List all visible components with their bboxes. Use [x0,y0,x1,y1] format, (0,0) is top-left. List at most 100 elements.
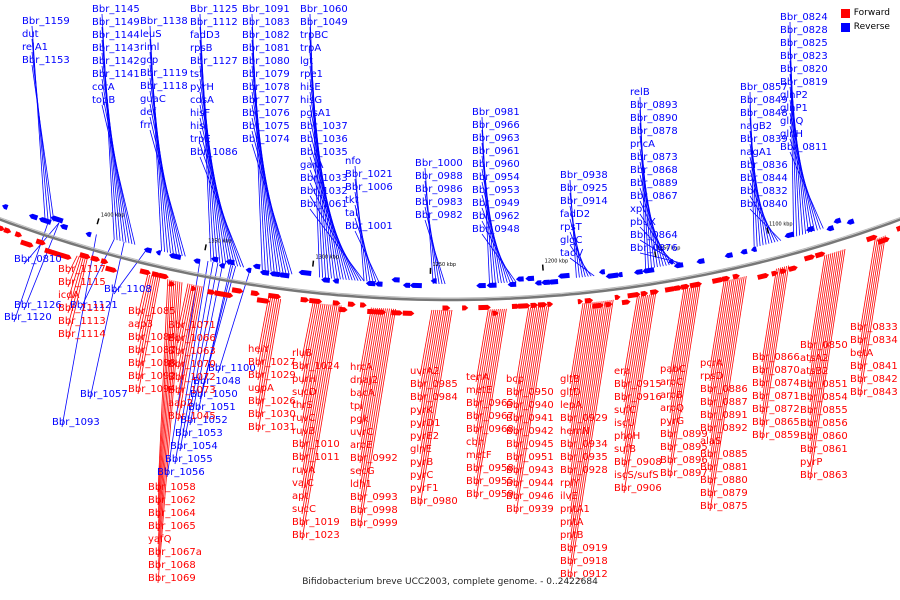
label-connector [569,300,610,554]
forward-gene-label: ruvA [292,465,315,476]
label-connector [419,309,433,377]
forward-gene-label: aroC [660,377,683,388]
legend-reverse-label: Reverse [853,22,890,32]
forward-gene-arrow [649,289,659,296]
label-connector [669,286,697,453]
reverse-gene-label: glnP1 [780,103,808,114]
label-connector [137,276,157,369]
label-connector [419,309,439,416]
reverse-gene-label: Bbr_0867 [630,191,678,202]
scale-tick-label: 1200 kbp [545,259,569,265]
label-connector [569,301,600,489]
label-connector [623,294,654,481]
scale-tick-label: 1250 kbp [432,262,456,268]
label-connector [789,73,806,234]
forward-gene-arrow [814,251,826,259]
reverse-gene-label: Bbr_1141 [92,69,140,80]
forward-gene-label: Bbr_1067a [148,547,202,558]
label-connector [709,276,747,512]
forward-gene-label: Bbr_0992 [350,453,398,464]
forward-gene-label: lepA [560,400,582,411]
forward-gene-label: aroE [350,440,372,451]
label-connector [669,287,695,440]
forward-gene-arrow [865,234,878,243]
scale-tick-label: 1300 kbp [315,255,339,261]
reverse-gene-arrow [168,253,182,260]
forward-gene-label: Bbr_1117 [58,264,106,275]
forward-gene-label: Bbr_1026 [248,396,296,407]
reverse-gene-arrow [2,204,9,210]
reverse-gene-label: Bbr_1075 [242,121,290,132]
label-connector [157,282,183,584]
reverse-gene-label: Bbr_1074 [242,134,290,145]
scale-tick-layer: 1400 kbp 1350 kbp 1300 kbp 1250 kbp 1200 kbp… [96,212,793,274]
label-connector [309,39,326,279]
forward-swatch [840,8,850,18]
label-connector [569,303,584,385]
forward-gene-label: Bbr_1084 [128,332,176,343]
reverse-gene-arrow [605,272,619,279]
reverse-gene-arrow [806,225,815,233]
forward-gene-arrow [300,296,310,303]
forward-gene-label: pntA [560,517,584,528]
forward-gene-label: Bbr_0965 [466,398,514,409]
forward-gene-label: sufC [614,405,636,416]
label-connector [709,280,727,382]
forward-gene-arrow [332,300,341,306]
reverse-gene-label: Bbr_1033 [300,173,348,184]
label-connector [309,182,359,281]
label-connector [859,238,878,346]
label-connector [709,279,733,421]
reverse-gene-arrow [391,277,400,283]
label-connector [669,287,693,427]
forward-gene-label: aap3 [128,319,153,330]
reverse-gene-arrow [269,271,281,278]
label-connector [424,219,446,285]
legend-reverse: Reverse [840,22,890,32]
figure-caption: Bifidobacterium breve UCC2003, complete … [302,577,598,587]
label-connector [809,251,838,429]
label-connector [61,234,97,428]
label-connector [359,308,396,529]
forward-gene-arrow [168,281,176,287]
label-connector [569,299,612,567]
label-connector [515,307,533,411]
reverse-gene-label: pncA [630,139,655,150]
forward-gene-label: sucD [292,387,317,398]
forward-gene-label: Bbr_0851 [800,379,848,390]
forward-gene-arrow [0,224,5,232]
forward-gene-label: ruvB [292,426,315,437]
label-connector [859,236,884,385]
reverse-gene-label: Bbr_1120 [4,312,52,323]
reverse-gene-label: Bbr_0849 [740,95,788,106]
forward-gene-label: Bbr_0912 [560,569,608,580]
reverse-gene-label: Bbr_0948 [472,224,520,235]
forward-gene-arrow [757,272,770,280]
forward-gene-label: uvrC [350,427,373,438]
label-connector [199,52,221,264]
forward-gene-label: Bbr_0916 [614,392,662,403]
reverse-gene-arrow [557,272,570,279]
label-connector [199,39,218,263]
reverse-gene-label: Bbr_0962 [472,211,520,222]
label-connector [359,308,380,425]
reverse-gene-arrow [673,262,684,269]
forward-gene-arrow [721,275,731,282]
forward-gene-label: pcrA [700,358,723,369]
label-connector [809,252,836,416]
reverse-swatch [840,22,850,32]
forward-gene-arrow [584,297,594,304]
reverse-gene-arrow [252,263,261,270]
forward-gene-label: Bbr_0850 [800,340,848,351]
label-connector [31,25,46,219]
forward-gene-label: pabC [660,364,686,375]
label-connector [569,302,592,437]
reverse-gene-arrow [85,231,92,238]
label-connector [809,252,834,403]
reverse-gene-label: relA1 [22,42,48,53]
reverse-gene-label: Bbr_0811 [780,142,828,153]
forward-gene-label: rpsD [700,371,724,382]
label-connector [309,156,353,281]
forward-gene-label: ldh1 [350,479,372,490]
forward-gene-arrow [492,310,499,316]
